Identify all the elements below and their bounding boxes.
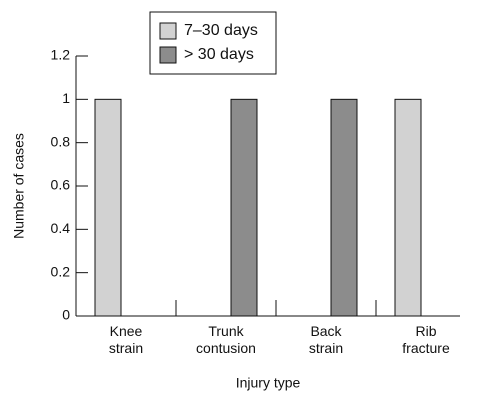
y-tick-label: 0.4 [51,220,71,236]
x-tick-label: Rib fracture [402,323,450,356]
y-tick-label: 0.2 [51,263,71,279]
x-tick-label: Knee strain [109,323,143,356]
bar [230,98,258,317]
y-axis-label: Number of cases [11,133,27,239]
legend-label: 7–30 days [184,22,258,39]
y-tick-label: 1 [62,90,70,106]
x-axis-label: Injury type [236,375,301,391]
y-tick-label: 0.6 [51,177,71,193]
x-tick-label: Back strain [309,323,343,356]
x-tick-label: Trunk contusion [196,323,256,356]
bar [394,98,422,317]
y-tick-label: 0 [62,307,70,323]
legend-label: > 30 days [184,46,254,63]
y-tick-label: 1.2 [51,47,71,63]
bar [330,98,358,317]
legend-swatch [159,46,177,64]
bar [94,98,122,317]
legend-swatch [159,22,177,40]
y-tick-label: 0.8 [51,133,71,149]
legend-box [149,11,277,75]
